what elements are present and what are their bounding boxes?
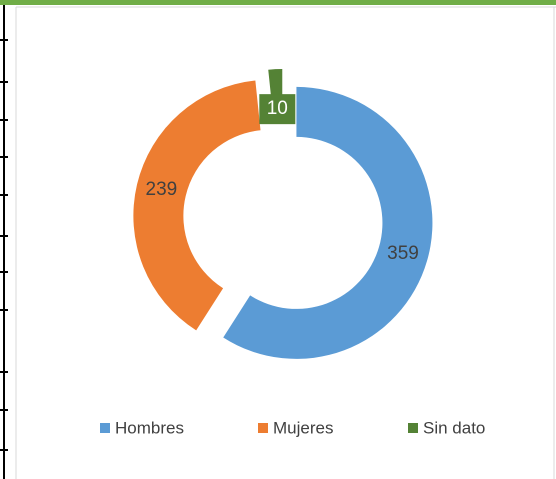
legend-swatch [408,423,418,433]
legend-label: Sin dato [423,418,485,437]
sheet-border [0,5,8,479]
data-label: 359 [387,243,419,264]
data-label-box [259,94,296,125]
slice [133,80,261,331]
top-border [0,0,556,5]
legend-label: Hombres [115,418,184,437]
data-label: 10 [267,98,288,119]
legend-swatch [100,423,110,433]
data-label: 239 [146,179,178,200]
legend-swatch [258,423,268,433]
legend-label: Mujeres [273,418,333,437]
slice [223,86,433,359]
